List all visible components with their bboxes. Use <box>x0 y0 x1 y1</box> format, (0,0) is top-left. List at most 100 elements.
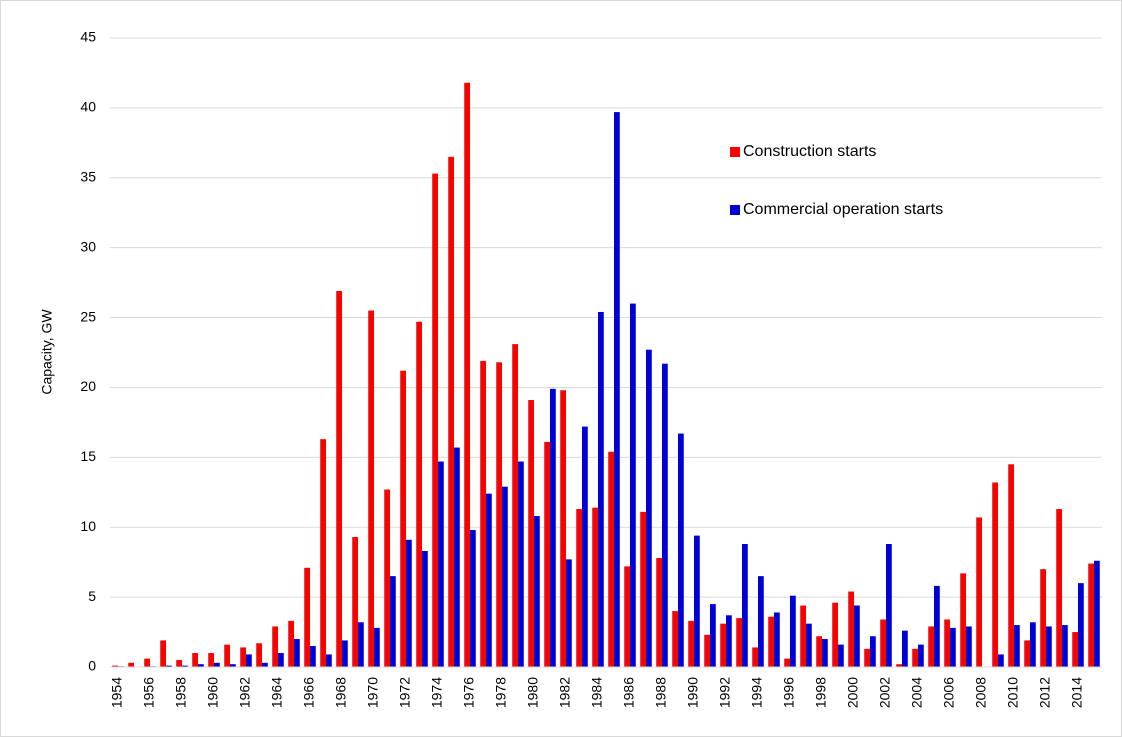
bar <box>704 634 710 667</box>
bar <box>998 654 1004 667</box>
bar <box>390 576 396 667</box>
bar <box>838 644 844 667</box>
bar <box>214 662 220 667</box>
x-tick-label: 1984 <box>589 677 605 708</box>
bar <box>342 640 348 667</box>
x-tick-label: 1972 <box>397 677 413 708</box>
bar <box>608 451 614 667</box>
bar <box>448 156 454 668</box>
bar <box>806 623 812 667</box>
bar <box>912 648 918 667</box>
bar <box>896 664 902 667</box>
bar <box>726 615 732 667</box>
x-tick-label: 1960 <box>205 677 221 708</box>
x-tick-label: 2002 <box>877 677 893 708</box>
bar <box>1030 622 1036 667</box>
bar <box>646 349 652 667</box>
bar <box>688 620 694 667</box>
x-tick-label: 2004 <box>909 677 925 708</box>
y-tick-label: 0 <box>88 658 96 674</box>
bar <box>224 644 230 667</box>
x-tick-label: 2008 <box>973 677 989 708</box>
bar <box>310 646 316 667</box>
y-tick-label: 45 <box>80 29 96 45</box>
legend-swatch <box>730 147 740 157</box>
bar <box>662 363 668 667</box>
y-tick-label: 40 <box>80 99 96 115</box>
bar <box>320 439 326 667</box>
bar <box>544 441 550 667</box>
bar <box>774 612 780 667</box>
bar <box>160 640 166 667</box>
bar <box>438 461 444 667</box>
y-tick-label: 25 <box>80 308 96 324</box>
bar <box>406 539 412 667</box>
bar <box>470 530 476 667</box>
bar <box>656 557 662 667</box>
bar <box>966 626 972 667</box>
bar <box>288 620 294 667</box>
x-tick-label: 1976 <box>461 677 477 708</box>
y-tick-label: 5 <box>88 588 96 604</box>
bar <box>854 605 860 667</box>
bar <box>246 654 252 667</box>
bar <box>800 605 806 667</box>
bar <box>950 627 956 667</box>
bar <box>614 112 620 668</box>
legend-label: Commercial operation starts <box>743 201 943 218</box>
bar <box>534 516 540 667</box>
bar <box>928 626 934 667</box>
bar <box>960 573 966 667</box>
bar <box>1072 632 1078 667</box>
x-tick-label: 1964 <box>269 677 285 708</box>
bar <box>720 623 726 667</box>
bar <box>864 648 870 667</box>
x-tick-label: 2010 <box>1005 677 1021 708</box>
bar <box>304 567 310 667</box>
bar <box>790 595 796 667</box>
x-tick-label: 2012 <box>1037 677 1053 708</box>
bar <box>192 653 198 667</box>
bar <box>182 665 188 667</box>
x-tick-label: 1968 <box>333 677 349 708</box>
y-tick-label: 35 <box>80 168 96 184</box>
bar <box>678 433 684 667</box>
bar <box>832 602 838 667</box>
bar <box>272 626 278 667</box>
bar <box>1040 569 1046 667</box>
bar <box>486 493 492 667</box>
bar <box>902 630 908 667</box>
bar <box>432 173 438 667</box>
bar <box>1078 583 1084 667</box>
y-tick-label: 10 <box>80 518 96 534</box>
bar <box>1024 640 1030 667</box>
x-tick-label: 1954 <box>109 677 125 708</box>
x-tick-label: 1998 <box>813 677 829 708</box>
bar <box>1008 464 1014 667</box>
legend-label: Construction starts <box>743 143 876 160</box>
x-tick-label: 1956 <box>141 677 157 708</box>
x-tick-label: 1992 <box>717 677 733 708</box>
bar <box>1094 560 1100 667</box>
bar <box>400 370 406 667</box>
bar <box>822 639 828 667</box>
bar <box>208 653 214 667</box>
bar <box>176 660 182 667</box>
bar <box>752 647 758 667</box>
bar <box>518 461 524 667</box>
bar <box>368 310 374 667</box>
bar <box>326 654 332 667</box>
bar <box>278 653 284 667</box>
bar <box>560 390 566 667</box>
bar <box>918 644 924 667</box>
bar <box>566 559 572 667</box>
x-tick-label: 1966 <box>301 677 317 708</box>
bar <box>576 509 582 667</box>
bar <box>630 303 636 667</box>
bar <box>694 535 700 667</box>
bar <box>528 400 534 667</box>
x-tick-label: 2006 <box>941 677 957 708</box>
bar <box>166 665 172 667</box>
x-tick-label: 1962 <box>237 677 253 708</box>
